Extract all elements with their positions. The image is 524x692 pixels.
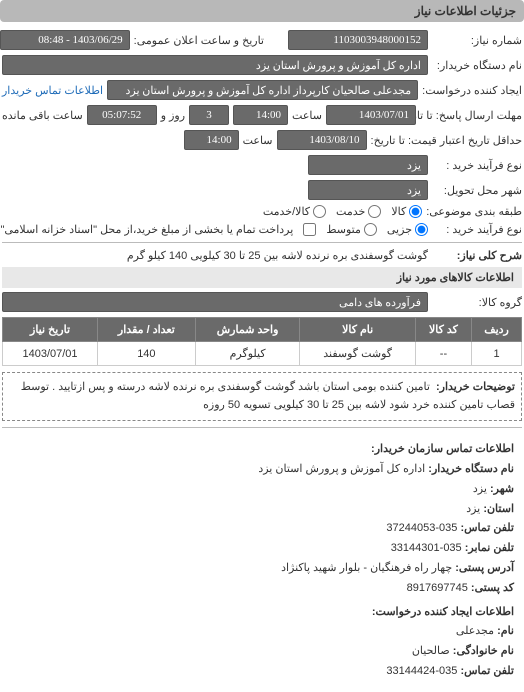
c-city-label: شهر:: [490, 483, 514, 495]
creator-header: اطلاعات ایجاد کننده درخواست:: [10, 603, 514, 623]
radio-kala-label: کالا: [391, 205, 406, 218]
cc-phone: 035-33144424: [386, 665, 457, 677]
contact-header: اطلاعات تماس سازمان خریدار:: [10, 440, 514, 460]
col-qty: تعداد / مقدار: [98, 318, 196, 342]
table-row: 1 -- گوشت گوسفند کیلوگرم 140 1403/07/01: [3, 342, 522, 366]
payment-checkbox[interactable]: [303, 223, 316, 236]
need-title-label: شرح کلی نیاز:: [432, 249, 522, 262]
radio-jozei-label: جزیی: [387, 223, 412, 236]
group-label: گروه کالا:: [432, 296, 522, 309]
c-name: مجدعلی: [456, 625, 494, 637]
radio-motavasset[interactable]: [364, 223, 377, 236]
radio-kala[interactable]: [409, 205, 422, 218]
radio-motavasset-label: متوسط: [326, 223, 361, 236]
need-no-label: شماره نیاز:: [432, 34, 522, 47]
time-label-1: ساعت: [292, 109, 322, 122]
c-family: صالحیان: [412, 645, 450, 657]
divider-2: [2, 427, 522, 428]
col-code: کد کالا: [415, 318, 471, 342]
radio-khadamat[interactable]: [368, 205, 381, 218]
items-header: اطلاعات کالاهای مورد نیاز: [2, 267, 522, 288]
divider-1: [2, 242, 522, 243]
need-title-text: گوشت گوسفندی بره نرنده لاشه بین 25 تا 30…: [127, 249, 428, 262]
col-name: نام کالا: [300, 318, 415, 342]
datetime-field: [0, 30, 130, 50]
c-province-label: استان:: [483, 503, 514, 515]
items-table: ردیف کد کالا نام کالا واحد شمارش تعداد /…: [2, 317, 522, 366]
min-validity-date-field: [277, 130, 367, 150]
c-postal: چهار راه فرهنگیان - بلوار شهید پاکنژاد: [281, 562, 452, 574]
radio-kala-khadamat-label: کالا/خدمت: [263, 205, 310, 218]
c-postcode: 8917697745: [407, 582, 468, 594]
description-box: توضیحات خریدار: تامین کننده بومی استان ب…: [2, 372, 522, 421]
deadline-date-field: [326, 105, 416, 125]
need-no-field: [288, 30, 428, 50]
payment-note: پرداخت تمام یا بخشی از مبلغ خرید،از محل …: [0, 223, 293, 236]
delivery-city-label: شهر محل تحویل:: [432, 184, 522, 197]
cell-name: گوشت گوسفند: [300, 342, 415, 366]
c-org: اداره کل آموزش و پرورش استان یزد: [258, 463, 425, 475]
cell-row: 1: [472, 342, 522, 366]
deadline-time-field: [233, 105, 288, 125]
cell-unit: کیلوگرم: [195, 342, 300, 366]
group-field: [2, 292, 428, 312]
days-label: روز و: [161, 109, 185, 122]
deadline-label: مهلت ارسال پاسخ: تا تاریخ:: [420, 109, 522, 122]
radio-khadamat-label: خدمت: [336, 205, 365, 218]
buy-process-label: نوع فرآیند خرید :: [432, 223, 522, 236]
col-unit: واحد شمارش: [195, 318, 300, 342]
c-postal-label: آدرس پستی:: [455, 562, 514, 574]
delivery-city-field: [308, 180, 428, 200]
datetime-label: تاریخ و ساعت اعلان عمومی:: [134, 34, 264, 47]
form-area: شماره نیاز: تاریخ و ساعت اعلان عمومی: نا…: [0, 26, 524, 692]
header-title: جزئیات اطلاعات نیاز: [415, 4, 516, 18]
c-city: یزد: [473, 483, 487, 495]
cell-qty: 140: [98, 342, 196, 366]
c-name-label: نام:: [497, 625, 514, 637]
c-org-label: نام دستگاه خریدار:: [428, 463, 514, 475]
process-radio-group: جزیی متوسط پرداخت تمام یا بخشی از مبلغ خ…: [0, 223, 428, 236]
contact-link[interactable]: اطلاعات تماس خریدار: [2, 84, 103, 97]
cell-date: 1403/07/01: [3, 342, 98, 366]
c-postcode-label: کد پستی:: [471, 582, 514, 594]
col-row: ردیف: [472, 318, 522, 342]
c-phone: 035-37244053: [386, 522, 457, 534]
c-province: یزد: [466, 503, 480, 515]
subject-label: طبقه بندی موضوعی:: [426, 205, 522, 218]
c-family-label: نام خانوادگی:: [453, 645, 514, 657]
subject-radio-group: کالا خدمت کالا/خدمت: [263, 205, 422, 218]
remain-label: ساعت باقی مانده: [2, 109, 83, 122]
requester-label: ایجاد کننده درخواست:: [422, 84, 522, 97]
radio-kala-khadamat[interactable]: [313, 205, 326, 218]
min-validity-time-field: [184, 130, 239, 150]
time-label-2: ساعت: [243, 134, 273, 147]
c-fax-label: تلفن نمابر:: [465, 542, 514, 554]
radio-jozei[interactable]: [415, 223, 428, 236]
buyer-org-field: [2, 55, 428, 75]
cell-code: --: [415, 342, 471, 366]
buy-type-label: نوع فرآیند خرید :: [432, 159, 522, 172]
table-header-row: ردیف کد کالا نام کالا واحد شمارش تعداد /…: [3, 318, 522, 342]
time-remain-field: [87, 105, 157, 125]
days-remain-field: [189, 105, 229, 125]
contact-section: اطلاعات تماس سازمان خریدار: نام دستگاه خ…: [2, 434, 522, 688]
c-phone-label: تلفن تماس:: [460, 522, 514, 534]
requester-field: [107, 80, 418, 100]
cc-phone-label: تلفن تماس:: [460, 665, 514, 677]
buyer-org-label: نام دستگاه خریدار:: [432, 59, 522, 72]
section-header: جزئیات اطلاعات نیاز: [0, 0, 524, 22]
min-validity-label: حداقل تاریخ اعتبار قیمت: تا تاریخ:: [371, 134, 522, 147]
buy-type-field: [308, 155, 428, 175]
col-date: تاریخ نیاز: [3, 318, 98, 342]
c-fax: 035-33144301: [391, 542, 462, 554]
desc-label: توضیحات خریدار:: [436, 379, 515, 397]
